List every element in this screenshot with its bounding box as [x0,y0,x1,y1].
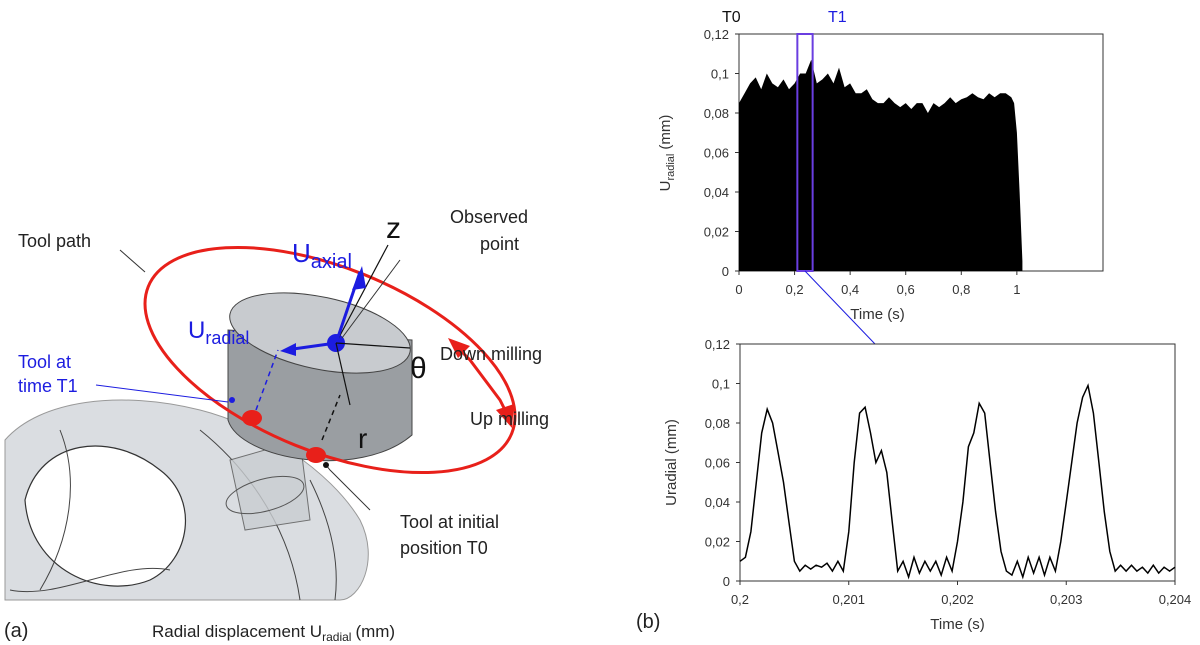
y-axis-title: U [657,181,674,192]
label: θ [410,352,427,385]
y-tick-label: 0 [723,574,730,589]
y-tick-label: 0,08 [705,416,730,431]
y-tick-label: 0 [722,264,729,279]
arrow-head [496,404,514,428]
x-axis-title: Time (s) [930,616,984,633]
tool-top [229,292,411,374]
r-axis [335,342,351,406]
leader [119,249,146,273]
x-tick-label: 0,201 [832,592,865,607]
label: Down milling [440,344,542,364]
panel-label: (b) [636,611,660,633]
tool-t1-point [242,410,262,426]
leader-dot [229,397,235,403]
theta-axis [335,342,411,349]
x-tick-label: 0,203 [1050,592,1083,607]
signal-area [739,59,1023,272]
caption: radial [322,630,351,644]
panel-label: (a) [4,620,28,642]
signal-line [739,383,1176,580]
label: Uradial [188,317,249,348]
y-tick-label: 0,06 [704,146,729,161]
arrow-head [280,343,296,356]
label: Uaxial [292,238,352,273]
x-tick-label: 1 [1013,282,1020,297]
x-axis-title: Time (s) [850,306,904,323]
y-tick-label: 0,04 [705,495,730,510]
label: z [386,212,401,245]
dashed-t0 [321,394,341,441]
part-hole [24,445,186,587]
y-tick-label: 0,06 [705,456,730,471]
caption: Radial displacement Uradial (mm) [152,622,395,644]
y-tick-label: 0,04 [704,185,729,200]
label: Tool at initial [400,512,499,532]
y-axis-title: Uradial (mm) [663,419,680,506]
z-axis [335,244,389,344]
label: Tool path [18,231,91,251]
leader [341,259,401,339]
x-tick-label: 0,202 [941,592,974,607]
caption: Radial displacement U [152,622,322,641]
label: position T0 [400,538,488,558]
caption: (mm) [355,622,395,641]
tool-t0-point [306,447,326,463]
y-tick-label: 0,12 [704,27,729,42]
zoom-connector [804,270,876,345]
label: Up milling [470,409,549,429]
label: point [480,234,519,254]
x-tick-label: 0,6 [897,282,915,297]
annotation: T0 [722,9,741,26]
x-tick-label: 0,204 [1159,592,1192,607]
annotation: T1 [828,9,847,26]
y-axis-title: Uradial (mm) [657,115,677,192]
label: r [358,423,367,454]
arrow-head [352,266,366,290]
dashed-t1 [255,349,279,411]
y-axis-title: radial [665,154,677,181]
x-tick-label: 0,2 [731,592,749,607]
label: U [188,317,205,344]
x-tick-label: 0 [735,282,742,297]
label: axial [311,251,352,273]
y-tick-label: 0,1 [711,67,729,82]
y-tick-label: 0,02 [705,535,730,550]
y-tick-label: 0,1 [712,377,730,392]
label: Tool at [18,352,71,372]
leader-dot [323,462,329,468]
label: time T1 [18,376,78,396]
y-tick-label: 0,12 [705,337,730,352]
y-axis-title: (mm) [657,115,674,150]
x-tick-label: 0,4 [841,282,859,297]
label: Observed [450,207,528,227]
leader [95,384,229,403]
y-tick-label: 0,08 [704,106,729,121]
arrow-head [448,338,470,358]
y-tick-label: 0,02 [704,225,729,240]
tool-path [143,245,517,475]
x-tick-label: 0,8 [952,282,970,297]
label: U [292,238,311,268]
x-tick-label: 0,2 [786,282,804,297]
shank-ellipse [225,475,305,515]
label: radial [205,328,249,348]
